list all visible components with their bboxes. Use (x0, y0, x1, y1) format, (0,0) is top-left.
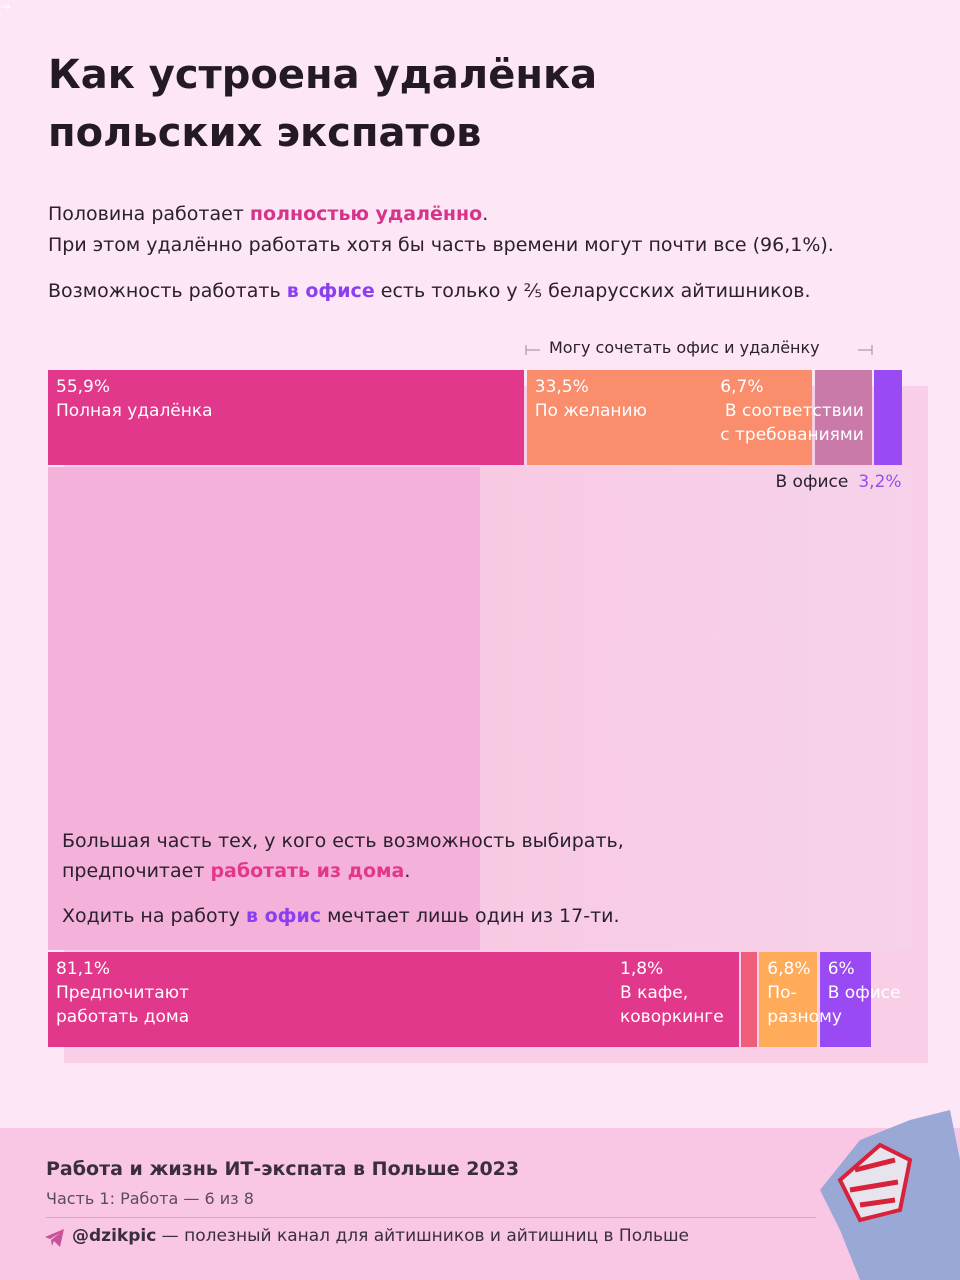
category-label: Полная удалёнка (56, 401, 213, 421)
text-segment: При этом удалённо работать хотя бы часть… (48, 234, 834, 256)
text-segment: . (482, 203, 489, 225)
category-label: с требованиями (720, 425, 864, 445)
arrow: → (0, 0, 11, 15)
divider (46, 1217, 816, 1218)
node-bar (741, 952, 757, 1047)
category-label: работать дома (56, 1007, 190, 1027)
note-line: Большая часть тех, у кого есть возможнос… (62, 826, 624, 857)
value-label: 6% (827, 959, 855, 979)
value-label: 6,7% (720, 377, 764, 397)
value-label: 3,2% (858, 472, 902, 492)
note-line: предпочитает работать из дома. (62, 856, 410, 887)
title-line: польских экспатов (48, 110, 482, 156)
flow-area (48, 467, 912, 950)
highlight: работать из дома (210, 860, 405, 882)
category-label: По желанию (534, 401, 647, 421)
highlight: в офисе (286, 280, 375, 302)
node-bar (48, 370, 525, 465)
node-bar (48, 952, 739, 1047)
node-label: 81,1% Предпочитают работать дома (56, 957, 189, 1029)
intro-line: Половина работает полностью удалённо. (48, 199, 488, 230)
value-label: 33,5% (534, 377, 589, 397)
node-bar (814, 370, 872, 465)
category-label: В офисе (827, 983, 901, 1003)
text-segment: Половина работает (48, 203, 250, 225)
telegram-icon (45, 1229, 64, 1247)
value-label: 1,8% (620, 959, 664, 979)
value-label: 81,1% (56, 959, 111, 979)
note-line: Ходить на работу в офис мечтает лишь оди… (62, 901, 620, 932)
node-label: 55,9% Полная удалёнка (56, 375, 213, 423)
handle[interactable]: @dzikpic (72, 1226, 157, 1246)
text-segment: есть только у ⅖ беларусских айтишников. (374, 280, 811, 302)
text-segment: Большая часть тех, у кого есть возможнос… (62, 830, 624, 852)
title: Как устроена удалёнка польских экспатов (48, 46, 597, 162)
highlight: полностью удалённо (249, 203, 483, 225)
category-label: По- (767, 983, 797, 1003)
category-label: Предпочитают (56, 983, 189, 1003)
text-segment: мечтает лишь один из 17-ти. (321, 905, 620, 927)
category-label: В соответствии (724, 401, 864, 421)
category-label: коворкинге (620, 1007, 724, 1027)
text-segment: предпочитает (62, 860, 211, 882)
node-bar (819, 952, 871, 1047)
highlight: в офис (245, 905, 322, 927)
intro-line: При этом удалённо работать хотя бы часть… (48, 230, 834, 261)
mascot (820, 1110, 960, 1280)
node-label: 33,5% По желанию (535, 375, 647, 423)
node-label: В офисе 3,2% (775, 470, 901, 494)
text-segment: . (404, 860, 411, 882)
annotation: Могу сочетать офис и удалёнку (549, 338, 820, 357)
value-label: 6,8% (767, 959, 811, 979)
node-label: 1,8% В кафе, коворкинге (620, 957, 724, 1029)
text-segment: Ходить на работу (62, 905, 246, 927)
node-bar (759, 952, 818, 1047)
node-bar (526, 370, 813, 465)
footer: Работа и жизнь ИТ-экспата в Польше 2023 … (0, 1128, 960, 1280)
footer-title: Работа и жизнь ИТ-экспата в Польше 2023 (46, 1158, 520, 1180)
value-label: 55,9% (56, 377, 111, 397)
node-label: 6,7% В соответствии с требованиями (720, 375, 864, 447)
node-label: 6,8% По-разному (767, 957, 842, 1029)
title-line: Как устроена удалёнка (48, 52, 598, 98)
footer-subtitle: Часть 1: Работа — 6 из 8 (46, 1189, 254, 1208)
node-bar (874, 370, 902, 465)
node-label: 6% В офисе (828, 957, 901, 1005)
category-label: разному (767, 1007, 842, 1027)
text-segment: Возможность работать (48, 280, 287, 302)
footer-text: — полезный канал для айтишников и айтишн… (156, 1226, 689, 1246)
category-label: В кафе, (620, 983, 689, 1003)
category-label: В офисе (775, 472, 849, 492)
intro-line: Возможность работать в офисе есть только… (48, 276, 811, 307)
